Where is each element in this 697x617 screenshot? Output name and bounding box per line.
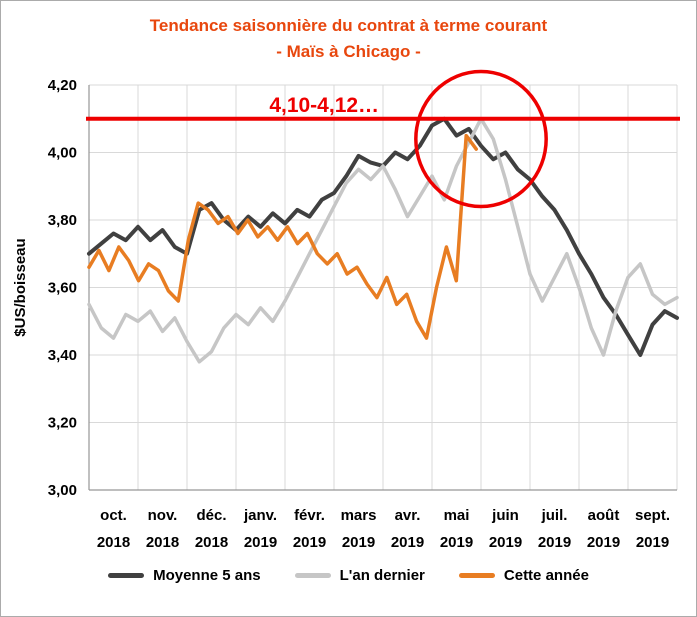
chart-title-line2: - Maïs à Chicago -: [276, 42, 421, 61]
legend-item-cette-annee: Cette année: [458, 567, 589, 584]
svg-text:3,80: 3,80: [48, 212, 77, 229]
svg-text:oct.: oct.: [100, 507, 127, 524]
highlight-circle: [414, 69, 548, 209]
svg-text:2019: 2019: [587, 534, 620, 551]
svg-text:2018: 2018: [97, 534, 130, 551]
legend-label-cette-annee: Cette année: [503, 567, 589, 584]
series-line-cette-annee: [87, 133, 478, 340]
seasonal-trend-chart: 4,20 4,00 3,80 3,60 3,40 3,20 3,00 oct. 2018 nov.…: [12, 69, 680, 551]
y-axis-title: $US/boisseau: [12, 238, 29, 336]
svg-text:4,20: 4,20: [48, 77, 77, 94]
svg-text:nov.: nov.: [148, 507, 178, 524]
chart-title-line1: Tendance saisonnière du contrat à terme …: [149, 16, 548, 35]
legend-swatch-cette-annee: [458, 573, 495, 578]
svg-text:janv.: janv.: [243, 507, 277, 524]
y-axis-tick-labels: 4,20 4,00 3,80 3,60 3,40 3,20 3,00: [48, 77, 77, 499]
svg-text:2018: 2018: [195, 534, 228, 551]
legend-swatch-moyenne-5-ans: [108, 573, 145, 578]
svg-text:3,00: 3,00: [48, 482, 77, 499]
svg-text:2019: 2019: [244, 534, 277, 551]
reference-line-label: 4,10-4,12…: [269, 94, 379, 117]
svg-text:3,20: 3,20: [48, 415, 77, 432]
svg-text:sept.: sept.: [635, 507, 670, 524]
svg-text:avr.: avr.: [395, 507, 421, 524]
svg-text:août: août: [588, 507, 620, 524]
svg-text:2019: 2019: [293, 534, 326, 551]
x-axis-tick-labels: oct. 2018 nov. 2018 déc. 2018 janv. 2019 févr. 20…: [97, 507, 670, 551]
svg-text:mars: mars: [341, 507, 377, 524]
legend: Moyenne 5 ans L'an dernier Cette année: [1, 567, 696, 584]
chart-title: Tendance saisonnière du contrat à terme …: [1, 1, 696, 65]
svg-text:3,60: 3,60: [48, 280, 77, 297]
svg-text:févr.: févr.: [294, 507, 325, 524]
svg-text:mai: mai: [444, 507, 470, 524]
legend-item-moyenne-5-ans: Moyenne 5 ans: [108, 567, 261, 584]
svg-text:2019: 2019: [538, 534, 571, 551]
svg-text:2019: 2019: [342, 534, 375, 551]
legend-label-an-dernier: L'an dernier: [339, 567, 425, 584]
svg-text:2019: 2019: [636, 534, 669, 551]
legend-swatch-an-dernier: [294, 573, 331, 578]
svg-text:4,00: 4,00: [48, 145, 77, 162]
svg-text:juil.: juil.: [541, 507, 568, 524]
svg-text:2019: 2019: [391, 534, 424, 551]
legend-item-an-dernier: L'an dernier: [294, 567, 425, 584]
legend-label-moyenne-5-ans: Moyenne 5 ans: [153, 567, 261, 584]
svg-text:déc.: déc.: [196, 507, 226, 524]
series-line-an-dernier: [87, 117, 679, 364]
svg-text:juin: juin: [491, 507, 519, 524]
svg-text:2018: 2018: [146, 534, 179, 551]
svg-text:2019: 2019: [489, 534, 522, 551]
svg-text:2019: 2019: [440, 534, 473, 551]
svg-text:3,40: 3,40: [48, 347, 77, 364]
